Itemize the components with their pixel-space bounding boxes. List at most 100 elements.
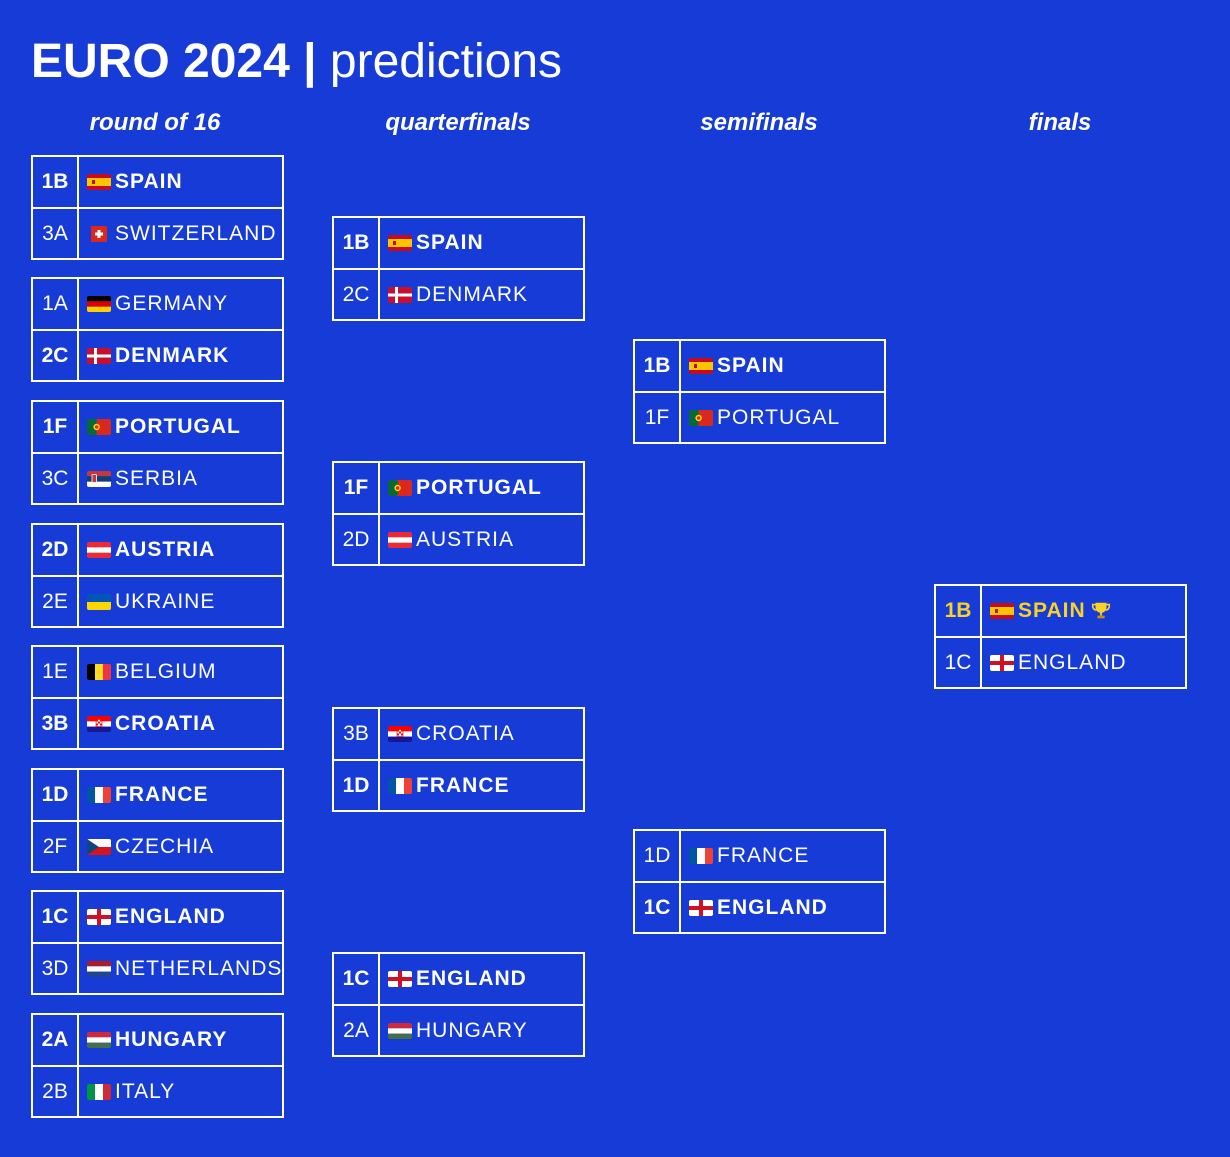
germany-flag-icon	[87, 296, 111, 312]
r16-match-4: 2D AUSTRIA 2E UKRAINE	[31, 523, 284, 628]
team-row-england: 1C ENGLAND	[635, 883, 884, 933]
team-row-portugal: 1F PORTUGAL	[334, 463, 583, 515]
team-name: FRANCE	[717, 844, 810, 867]
team-name: UKRAINE	[115, 590, 216, 613]
team-name: AUSTRIA	[115, 538, 216, 561]
seed-label: 1D	[635, 831, 681, 881]
seed-label: 1B	[635, 341, 681, 391]
seed-label: 2A	[33, 1015, 79, 1065]
team-row-hungary: 2A HUNGARY	[33, 1015, 282, 1067]
seed-label: 1C	[936, 638, 982, 688]
serbia-flag-icon	[87, 471, 111, 487]
switzerland-flag-icon	[87, 226, 111, 242]
team-name: SPAIN	[1018, 599, 1086, 622]
team-row-netherlands: 3D NETHERLANDS	[33, 944, 282, 994]
team-name: PORTUGAL	[717, 406, 841, 429]
team-row-germany: 1A GERMANY	[33, 279, 282, 331]
italy-flag-icon	[87, 1084, 111, 1100]
team-row-france: 1D FRANCE	[635, 831, 884, 883]
team-name: BELGIUM	[115, 660, 217, 683]
seed-label: 3B	[33, 699, 79, 749]
r16-match-3: 1F PORTUGAL 3C SERBIA	[31, 400, 284, 505]
r16-match-6: 1D FRANCE 2F CZECHIA	[31, 768, 284, 873]
seed-label: 1C	[334, 954, 380, 1004]
qf-match-4: 1C ENGLAND 2A HUNGARY	[332, 952, 585, 1057]
final-match-1: 1B SPAIN 1C ENGLAND	[934, 584, 1187, 689]
seed-label: 1C	[33, 892, 79, 942]
team-row-austria: 2D AUSTRIA	[33, 525, 282, 577]
r16-match-7: 1C ENGLAND 3D NETHERLANDS	[31, 890, 284, 995]
team-row-italy: 2B ITALY	[33, 1067, 282, 1117]
seed-label: 1F	[33, 402, 79, 452]
team-name: FRANCE	[115, 783, 209, 806]
team-name: DENMARK	[416, 283, 529, 306]
r16-match-5: 1E BELGIUM 3B CROATIA	[31, 645, 284, 750]
team-row-switzerland: 3A SWITZERLAND	[33, 209, 282, 259]
team-row-spain: 1B SPAIN	[635, 341, 884, 393]
page-title: EURO 2024 | predictions	[31, 30, 562, 94]
seed-label: 1D	[334, 761, 380, 811]
r16-match-1: 1B SPAIN 3A SWITZERLAND	[31, 155, 284, 260]
seed-label: 1B	[33, 157, 79, 207]
czechia-flag-icon	[87, 839, 111, 855]
seed-label: 2D	[334, 515, 380, 565]
team-name: ENGLAND	[717, 896, 828, 919]
seed-label: 1F	[334, 463, 380, 513]
team-row-england: 1C ENGLAND	[334, 954, 583, 1006]
croatia-flag-icon	[87, 716, 111, 732]
france-flag-icon	[689, 848, 713, 864]
team-name: CROATIA	[115, 712, 217, 735]
seed-label: 3B	[334, 709, 380, 759]
spain-flag-icon	[388, 235, 412, 251]
seed-label: 2E	[33, 577, 79, 627]
team-row-croatia: 3B CROATIA	[334, 709, 583, 761]
team-row-austria: 2D AUSTRIA	[334, 515, 583, 565]
seed-label: 1D	[33, 770, 79, 820]
team-name: HUNGARY	[416, 1019, 528, 1042]
england-flag-icon	[388, 971, 412, 987]
team-name: SPAIN	[416, 231, 484, 254]
team-row-croatia: 3B CROATIA	[33, 699, 282, 749]
title-bold: EURO 2024	[31, 35, 290, 88]
seed-label: 3A	[33, 209, 79, 259]
team-row-serbia: 3C SERBIA	[33, 454, 282, 504]
team-row-portugal: 1F PORTUGAL	[33, 402, 282, 454]
team-row-czechia: 2F CZECHIA	[33, 822, 282, 872]
team-row-spain: 1B SPAIN	[33, 157, 282, 209]
spain-flag-icon	[689, 358, 713, 374]
england-flag-icon	[689, 900, 713, 916]
team-name: PORTUGAL	[416, 476, 542, 499]
seed-label: 1B	[334, 218, 380, 268]
trophy-icon	[1090, 600, 1112, 622]
sf-match-2: 1D FRANCE 1C ENGLAND	[633, 829, 886, 934]
seed-label: 1F	[635, 393, 681, 443]
team-name: SPAIN	[115, 170, 183, 193]
qf-match-1: 1B SPAIN 2C DENMARK	[332, 216, 585, 321]
team-name: SPAIN	[717, 354, 785, 377]
team-name: ENGLAND	[115, 905, 226, 928]
croatia-flag-icon	[388, 726, 412, 742]
austria-flag-icon	[87, 542, 111, 558]
england-flag-icon	[990, 655, 1014, 671]
spain-flag-icon	[990, 603, 1014, 619]
team-name: NETHERLANDS	[115, 957, 283, 980]
team-name: GERMANY	[115, 292, 229, 315]
seed-label: 2A	[334, 1006, 380, 1056]
team-name: HUNGARY	[115, 1028, 228, 1051]
team-name: ITALY	[115, 1080, 176, 1103]
netherlands-flag-icon	[87, 961, 111, 977]
round-label-finals: finals	[1028, 109, 1092, 136]
france-flag-icon	[87, 787, 111, 803]
team-row-hungary: 2A HUNGARY	[334, 1006, 583, 1056]
team-row-portugal: 1F PORTUGAL	[635, 393, 884, 443]
team-name: ENGLAND	[1018, 651, 1127, 674]
team-name: FRANCE	[416, 774, 510, 797]
team-name: CROATIA	[416, 722, 515, 745]
seed-label: 2C	[334, 270, 380, 320]
hungary-flag-icon	[87, 1032, 111, 1048]
team-row-denmark: 2C DENMARK	[334, 270, 583, 320]
title-separator: |	[303, 35, 317, 88]
round-label-quarterfinals: quarterfinals	[385, 109, 531, 136]
seed-label: 1E	[33, 647, 79, 697]
